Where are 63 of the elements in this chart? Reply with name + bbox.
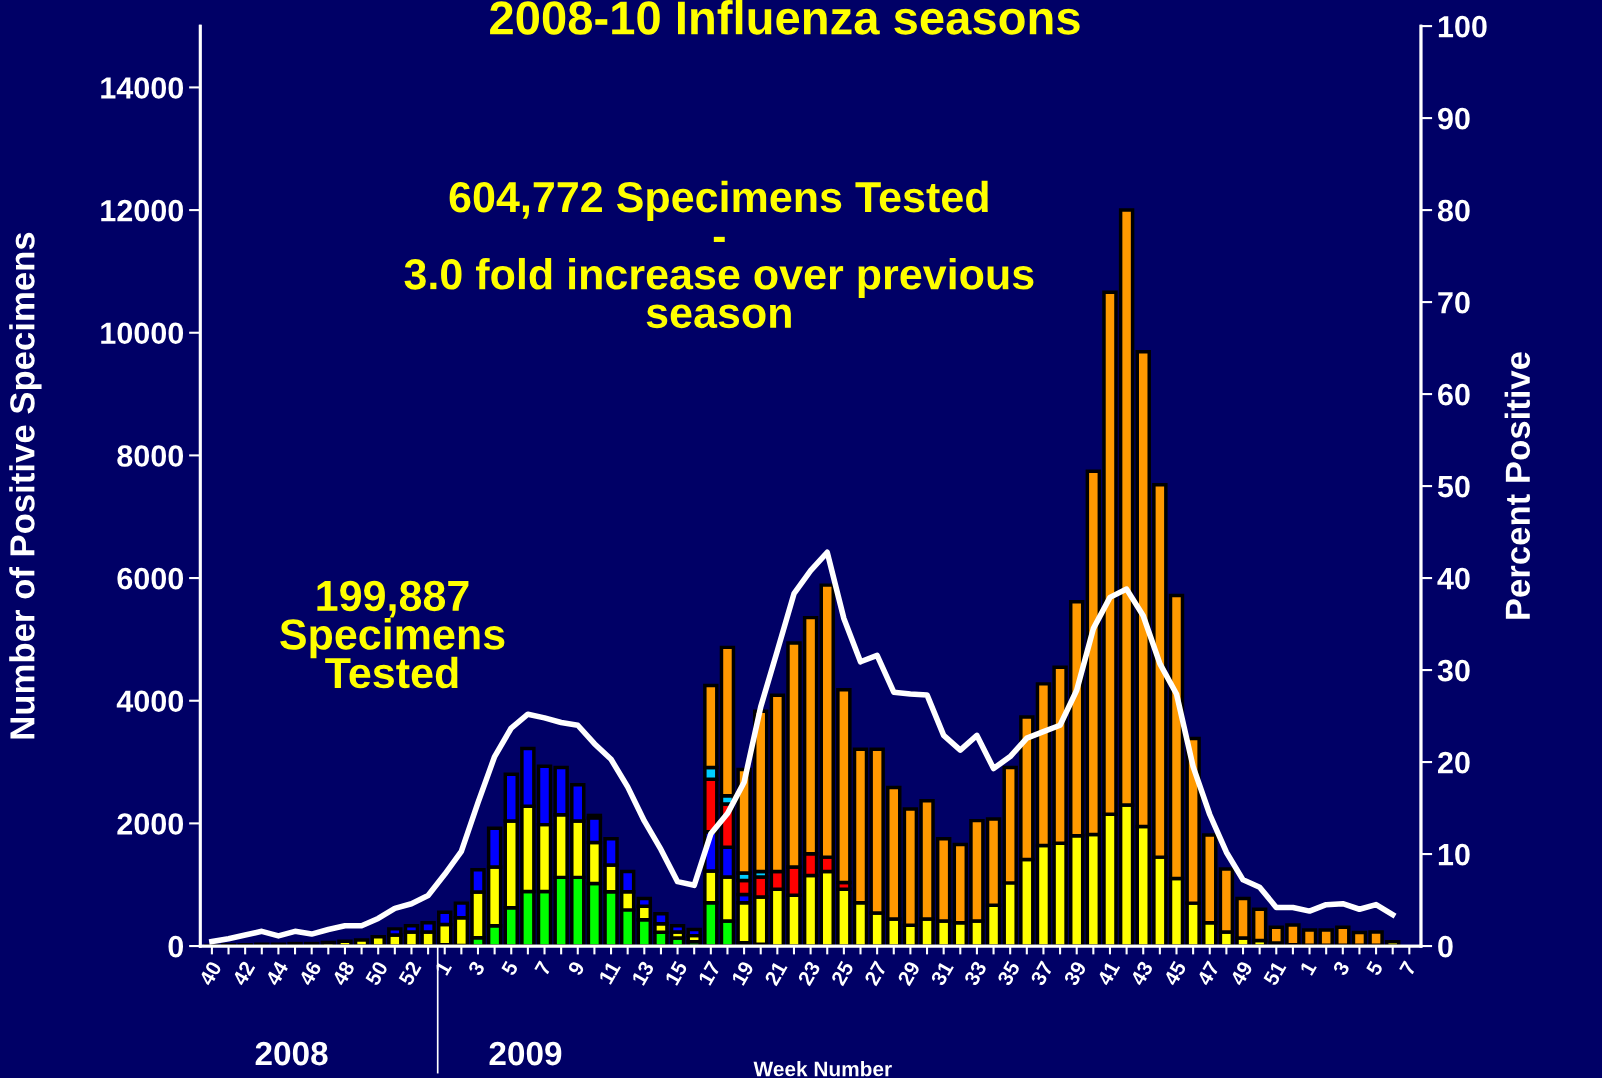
y2-tick-label: 70 — [1438, 291, 1470, 314]
x-tick-label: 35 — [996, 960, 1021, 987]
y2-tick-label: 80 — [1437, 199, 1470, 222]
x-tick-label: 15 — [664, 960, 688, 986]
x-tick-label: 21 — [763, 960, 788, 987]
x-tick-label: 5 — [500, 960, 519, 977]
x-tick-label: 52 — [398, 960, 422, 987]
y2-tick-label: 90 — [1438, 107, 1470, 130]
y-tick-label: 10000 — [101, 322, 184, 345]
y2-tick-label: 20 — [1438, 751, 1470, 774]
x-tick-label: 7 — [1399, 960, 1417, 977]
x-tick-label: 17 — [697, 960, 721, 986]
x-tick-label: 40 — [198, 960, 223, 987]
x-tick-label: 1 — [1299, 960, 1317, 976]
x-tick-label: 37 — [1029, 960, 1054, 987]
y2-tick-label: 30 — [1437, 659, 1470, 682]
y2-axis-title: Percent Positive — [1504, 352, 1531, 619]
x-tick-label: 44 — [265, 959, 289, 987]
y-tick-label: 6000 — [117, 567, 184, 590]
x-tick-label: 39 — [1063, 960, 1087, 987]
x-tick-label: 42 — [231, 960, 256, 987]
x-axis-title: Week Number — [753, 1061, 892, 1077]
x-tick-label: 27 — [863, 960, 888, 987]
x-tick-label: 50 — [364, 960, 389, 987]
x-tick-label: 43 — [1129, 960, 1154, 987]
y-axis-title: Number of Positive Specimens — [9, 232, 42, 739]
y-tick-label: 8000 — [117, 445, 184, 467]
y2-tick-label: 60 — [1438, 383, 1470, 406]
x-tick-label: 23 — [797, 960, 821, 987]
x-tick-label: 3 — [1332, 960, 1351, 977]
x-tick-label: 51 — [1263, 960, 1287, 987]
y2-tick-label: 40 — [1437, 567, 1470, 590]
x-tick-label: 46 — [298, 960, 322, 987]
chart-title: 2008-10 Influenza seasons — [490, 0, 1080, 35]
x-tick-label: 49 — [1229, 960, 1254, 987]
x-tick-label: 29 — [897, 960, 921, 987]
x-tick-label: 19 — [731, 960, 755, 986]
y2-tick-label: 100 — [1438, 15, 1487, 38]
y-tick-label: 2000 — [117, 813, 184, 835]
y-tick-label: 4000 — [116, 690, 184, 713]
y-tick-label: 14000 — [101, 77, 184, 99]
x-tick-label: 47 — [1196, 960, 1220, 987]
x-tick-label: 9 — [567, 960, 586, 977]
x-tick-label: 41 — [1096, 960, 1121, 987]
annotation: 199,887 Specimens Tested — [280, 580, 505, 689]
x-tick-label: 31 — [930, 960, 955, 987]
x-tick-label: 7 — [534, 960, 552, 977]
x-tick-label: 5 — [1365, 960, 1384, 977]
text: 2008 — [255, 1041, 328, 1066]
x-tick-label: 48 — [331, 960, 356, 987]
y2-tick-label: 0 — [1438, 935, 1453, 958]
x-tick-label: 33 — [963, 960, 988, 987]
y-tick-label: 0 — [168, 935, 184, 958]
x-tick-label: 25 — [830, 960, 855, 987]
y-tick-label: 12000 — [101, 199, 184, 222]
x-tick-label: 13 — [631, 960, 655, 986]
x-tick-label: 3 — [467, 960, 486, 977]
y2-tick-label: 10 — [1438, 843, 1470, 866]
y2-tick-label: 50 — [1437, 475, 1470, 498]
text: 2009 — [489, 1041, 562, 1066]
x-tick-label: 11 — [598, 960, 621, 985]
x-tick-label: 45 — [1163, 960, 1187, 987]
annotation: 604,772 Specimens Tested - 3.0 fold increase over previous season — [404, 180, 1034, 329]
